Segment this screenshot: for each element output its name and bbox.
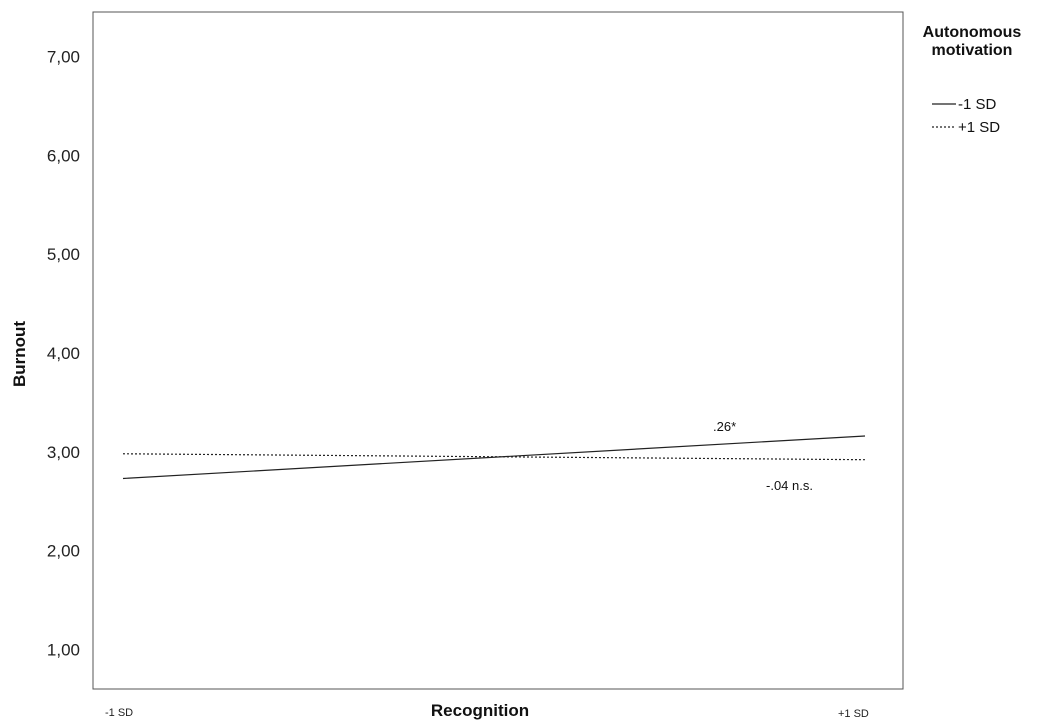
y-axis-title: Burnout	[10, 321, 29, 387]
y-tick-label: 3,00	[47, 443, 80, 462]
y-tick-label: 5,00	[47, 245, 80, 264]
legend-background	[904, 14, 1038, 124]
y-tick-label: 1,00	[47, 640, 80, 659]
y-tick-label: 4,00	[47, 344, 80, 363]
legend-label-minus-1sd: -1 SD	[958, 96, 997, 113]
y-tick-label: 7,00	[47, 47, 80, 66]
x-axis-title: Recognition	[431, 701, 529, 720]
legend-label-plus-1sd: +1 SD	[958, 119, 1000, 136]
legend-title-line1: Autonomous	[923, 24, 1022, 41]
y-tick-label: 6,00	[47, 146, 80, 165]
annotation-slope-minus-1sd: .26*	[713, 419, 736, 434]
legend-title-line2: motivation	[932, 42, 1013, 59]
y-tick-label: 2,00	[47, 542, 80, 561]
plot-area	[92, 11, 904, 690]
annotation-slope-plus-1sd: -.04 n.s.	[766, 478, 813, 493]
series-line-minus-1sd	[122, 435, 866, 480]
y-axis-ticks: 1,00 2,00 3,00 4,00 5,00 6,00 7,00	[47, 47, 80, 659]
x-tick-label-right: +1 SD	[838, 708, 869, 720]
x-tick-label-left: -1 SD	[105, 707, 133, 719]
